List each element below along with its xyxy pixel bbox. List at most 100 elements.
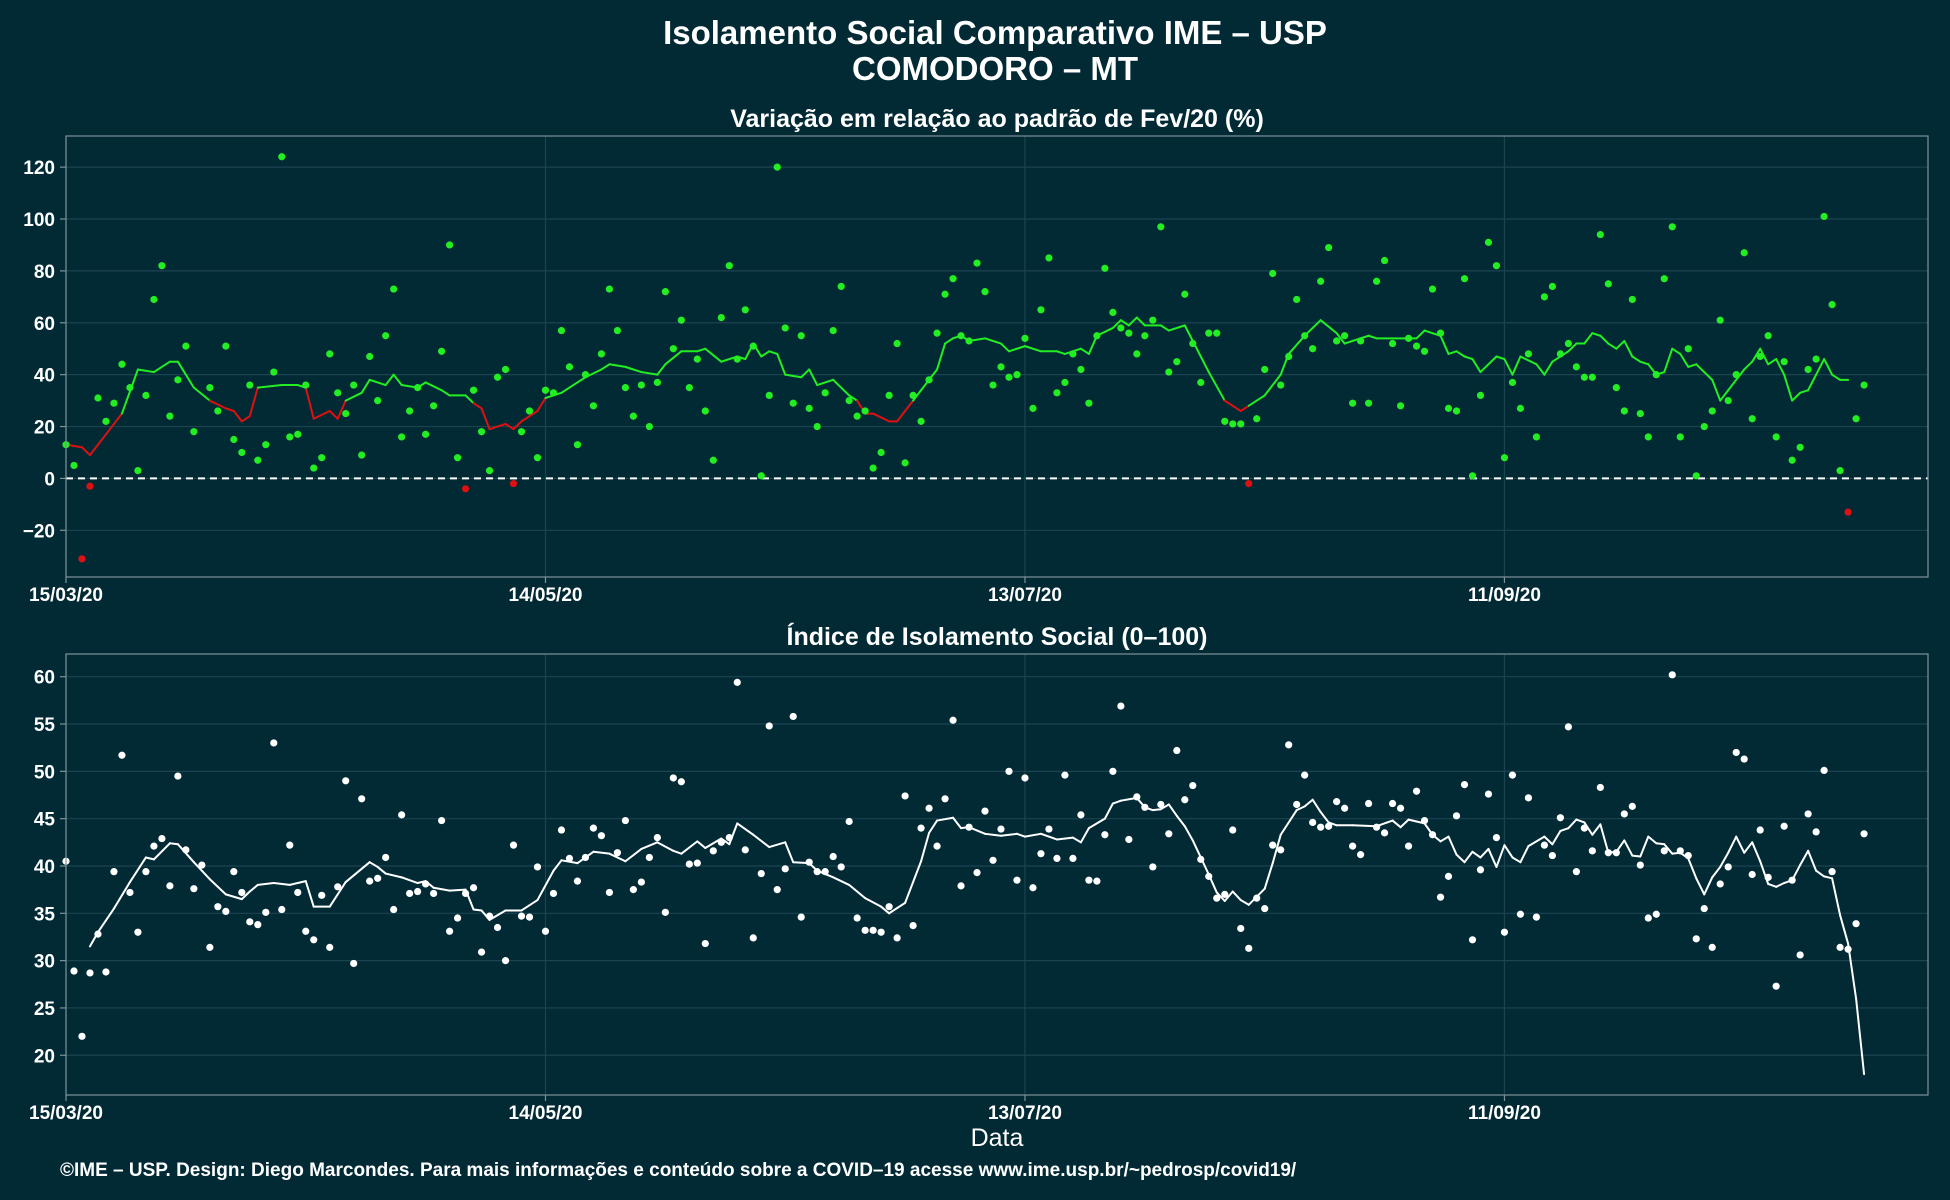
y-tick-label: 35 <box>34 904 56 925</box>
data-point <box>1772 982 1780 990</box>
data-point <box>134 928 142 936</box>
data-point <box>1684 345 1692 353</box>
line-segment <box>488 422 507 431</box>
data-point <box>461 485 470 493</box>
data-point <box>645 422 653 431</box>
data-point <box>110 399 118 407</box>
line-segment <box>1743 360 1754 371</box>
data-point <box>837 282 845 291</box>
data-point <box>477 948 486 956</box>
line-segment <box>1783 373 1794 402</box>
data-point <box>1181 290 1189 298</box>
data-point <box>366 352 374 361</box>
data-point <box>717 313 725 322</box>
line-segment <box>1471 850 1482 859</box>
x-tick-label: 11/09/20 <box>1468 1103 1541 1124</box>
data-point <box>1077 365 1085 374</box>
line-segment <box>152 842 171 861</box>
data-point <box>453 454 462 462</box>
line-segment <box>1511 355 1522 376</box>
line-segment <box>384 373 395 387</box>
line-segment <box>256 882 275 886</box>
isolation-index-x-axis: 15/03/20 14/05/20 13/07/20 11/09/20 <box>29 1095 1541 1124</box>
line-segment <box>152 360 171 374</box>
line-segment <box>872 412 891 423</box>
data-point <box>677 778 685 786</box>
line-segment <box>1703 876 1714 896</box>
data-point <box>1173 358 1181 366</box>
data-point <box>1724 397 1732 405</box>
data-point <box>1053 854 1061 863</box>
data-point <box>1269 841 1277 849</box>
data-point <box>1812 828 1820 836</box>
data-point <box>1700 422 1708 431</box>
line-segment <box>1615 339 1626 350</box>
line-segment <box>304 386 315 420</box>
line-segment <box>1831 877 1842 917</box>
line-segment <box>1279 809 1298 836</box>
data-point <box>1732 748 1740 757</box>
line-segment <box>424 381 443 392</box>
line-segment <box>1719 389 1730 402</box>
data-point <box>1388 339 1397 348</box>
data-point <box>1221 890 1229 898</box>
data-point <box>1285 741 1293 749</box>
data-point <box>1117 702 1125 710</box>
data-point <box>294 888 302 897</box>
line-segment <box>1007 345 1026 353</box>
data-point <box>1309 345 1317 353</box>
data-point <box>1588 847 1596 855</box>
line-segment <box>984 337 1002 345</box>
line-segment <box>672 849 683 855</box>
data-point <box>949 275 957 283</box>
line-segment <box>784 373 803 379</box>
data-point <box>1325 243 1333 252</box>
line-segment <box>168 842 179 846</box>
line-segment <box>552 859 563 872</box>
line-segment <box>896 399 915 423</box>
data-point <box>1764 332 1772 340</box>
data-point <box>1524 350 1533 358</box>
line-segment <box>696 840 707 849</box>
data-point <box>158 262 166 270</box>
data-point <box>214 407 222 415</box>
line-segment <box>1663 843 1674 855</box>
data-point <box>997 363 1005 371</box>
data-point <box>477 428 486 436</box>
data-point <box>262 908 270 916</box>
data-point <box>1772 433 1780 441</box>
data-point <box>278 153 286 161</box>
data-point <box>222 342 230 350</box>
data-point <box>901 459 909 467</box>
line-segment <box>472 908 483 912</box>
line-segment <box>1543 835 1554 846</box>
data-point <box>1460 781 1469 789</box>
data-point <box>629 412 637 420</box>
line-segment <box>256 384 283 389</box>
line-segment <box>1535 363 1546 376</box>
line-segment <box>928 819 939 834</box>
data-point <box>1756 826 1764 834</box>
line-segment <box>1527 835 1546 848</box>
data-point <box>246 381 254 389</box>
data-point <box>374 874 382 882</box>
data-point <box>118 751 126 759</box>
data-point <box>1524 794 1533 802</box>
data-point <box>358 451 366 459</box>
data-point <box>1500 454 1509 462</box>
line-segment <box>1439 334 1450 355</box>
data-point <box>1333 798 1341 806</box>
data-point <box>286 433 294 441</box>
line-segment <box>1815 869 1826 878</box>
line-segment <box>1823 875 1834 880</box>
data-point <box>310 464 318 472</box>
data-point <box>1668 223 1676 231</box>
line-segment <box>1079 347 1090 355</box>
data-point <box>414 887 422 896</box>
data-point <box>621 816 630 825</box>
line-segment <box>1239 404 1250 412</box>
data-point <box>1516 910 1525 918</box>
line-segment <box>1543 360 1554 376</box>
data-point <box>198 861 206 869</box>
data-point <box>1101 831 1109 839</box>
